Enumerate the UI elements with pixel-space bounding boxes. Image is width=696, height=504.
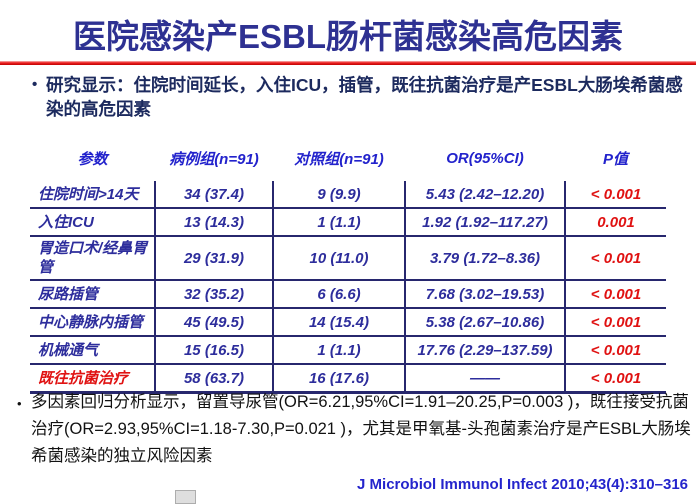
or-cell: 1.92 (1.92–117.27) (405, 207, 566, 236)
case-cell: 32 (35.2) (155, 279, 274, 308)
control-cell: 6 (6.6) (273, 279, 406, 308)
param-cell: 尿路插管 (30, 279, 156, 308)
param-cell: 胃造口术/经鼻胃管 (30, 235, 156, 280)
table-header-row: 参数 病例组(n=91) 对照组(n=91) OR(95%CI) P值 (30, 146, 666, 181)
p-value-cell: 0.001 (565, 207, 666, 236)
or-cell: 7.68 (3.02–19.53) (405, 279, 566, 308)
col-header-param: 参数 (77, 151, 108, 168)
regression-analysis-bullet: • 多因素回归分析显示，留置导尿管(OR=6.21,95%CI=1.91–20.… (15, 389, 696, 470)
case-cell: 58 (63.7) (155, 363, 274, 394)
table-row: 中心静脉内插管 45 (49.5) 14 (15.4) 5.38 (2.67–1… (30, 307, 666, 336)
bullet-icon: • (32, 76, 38, 93)
param-cell: 机械通气 (30, 335, 156, 364)
case-cell: 15 (16.5) (155, 335, 274, 364)
p-value-cell: < 0.001 (565, 279, 666, 308)
or-cell: —— (405, 363, 566, 394)
p-value-cell: < 0.001 (565, 307, 666, 336)
or-cell: 17.76 (2.29–137.59) (405, 335, 566, 364)
p-value-cell: < 0.001 (565, 363, 666, 394)
table-row: 住院时间>14天 34 (37.4) 9 (9.9) 5.43 (2.42–12… (30, 181, 666, 208)
p-value-cell: < 0.001 (590, 185, 642, 203)
p-value-cell: < 0.001 (565, 235, 666, 280)
control-cell: 14 (15.4) (273, 307, 406, 336)
control-cell: 1 (1.1) (273, 335, 406, 364)
col-header-p-value: P值 (602, 151, 628, 168)
regression-analysis-text: 多因素回归分析显示，留置导尿管(OR=6.21,95%CI=1.91–20.25… (31, 393, 691, 465)
col-header-or-ci: OR(95%CI) (446, 150, 524, 167)
case-cell: 29 (31.9) (155, 235, 274, 280)
journal-citation: J Microbiol Immunol Infect 2010;43(4):31… (357, 476, 688, 493)
p-value-cell: < 0.001 (565, 335, 666, 364)
col-header-control-group: 对照组(n=91) (294, 151, 384, 168)
or-cell: 5.38 (2.67–10.86) (405, 307, 566, 336)
title-divider (0, 61, 696, 65)
key-finding-bullet: • 研究显示：住院时间延长，入住ICU，插管，既往抗菌治疗是产ESBL大肠埃希菌… (30, 73, 696, 121)
key-finding-text: 研究显示：住院时间延长，入住ICU，插管，既往抗菌治疗是产ESBL大肠埃希菌感染… (46, 75, 683, 119)
param-cell: 入住ICU (30, 207, 156, 236)
case-cell: 34 (37.4) (155, 181, 274, 208)
slide-title: 医院感染产ESBL肠杆菌感染高危因素 (72, 18, 623, 55)
risk-factor-table: 参数 病例组(n=91) 对照组(n=91) OR(95%CI) P值 住院时间… (30, 146, 666, 394)
col-header-case-group: 病例组(n=91) (169, 151, 259, 168)
table-row: 尿路插管 32 (35.2) 6 (6.6) 7.68 (3.02–19.53)… (30, 279, 666, 308)
control-cell: 16 (17.6) (273, 363, 406, 394)
or-cell: 5.43 (2.42–12.20) (405, 181, 566, 208)
table-row: 胃造口术/经鼻胃管 29 (31.9) 10 (11.0) 3.79 (1.72… (30, 235, 666, 280)
param-cell: 住院时间>14天 (30, 181, 156, 208)
or-cell: 3.79 (1.72–8.36) (405, 235, 566, 280)
table-row: 入住ICU 13 (14.3) 1 (1.1) 1.92 (1.92–117.2… (30, 207, 666, 236)
bullet-icon: • (17, 396, 22, 411)
control-cell: 10 (11.0) (273, 235, 406, 280)
case-cell: 45 (49.5) (155, 307, 274, 336)
table-row: 既往抗菌治疗 58 (63.7) 16 (17.6) —— < 0.001 (30, 363, 666, 394)
control-cell: 9 (9.9) (273, 181, 406, 208)
control-cell: 1 (1.1) (273, 207, 406, 236)
table-row: 机械通气 15 (16.5) 1 (1.1) 17.76 (2.29–137.5… (30, 335, 666, 364)
param-cell-prior-antibiotic: 既往抗菌治疗 (30, 363, 156, 394)
case-cell: 13 (14.3) (155, 207, 274, 236)
param-cell: 中心静脉内插管 (30, 307, 156, 336)
